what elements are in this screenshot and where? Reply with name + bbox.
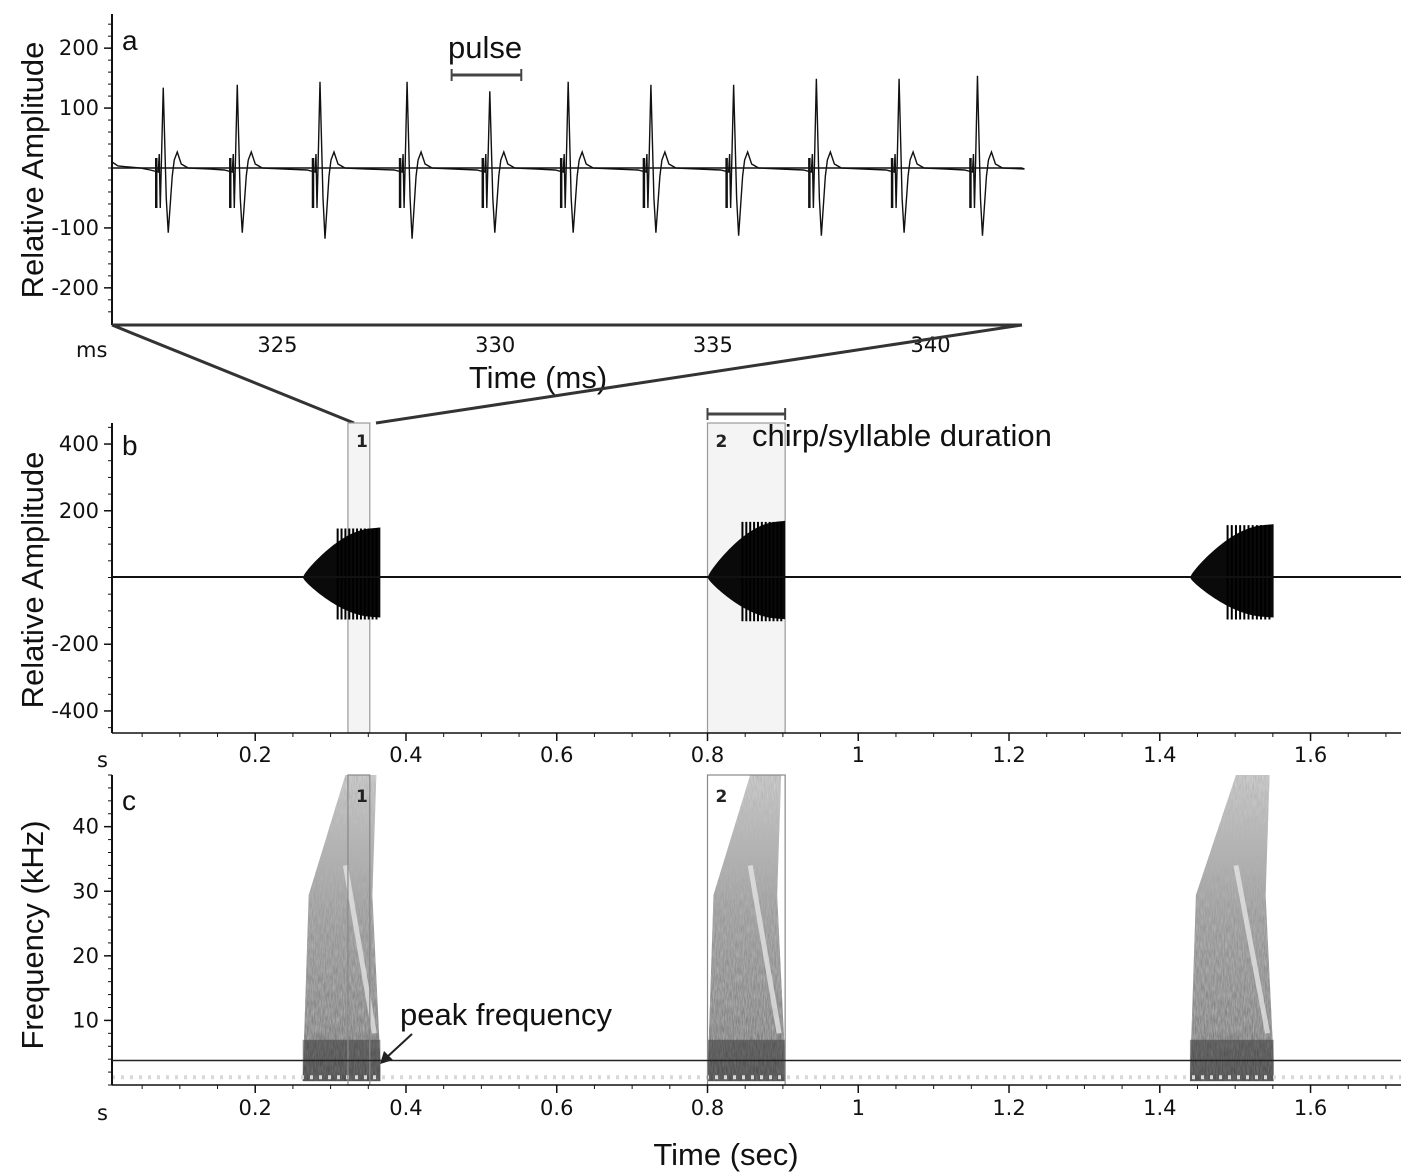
panel-b-letter: b (122, 430, 138, 461)
panel-a-x-unit: ms (76, 338, 107, 362)
peak-frequency-arrow (380, 1033, 413, 1064)
panel-a-waveform (111, 75, 1025, 239)
panel-a-x-tick-label: 330 (475, 333, 515, 357)
panel-c-x-axis-label: Time (sec) (653, 1137, 798, 1172)
panel-a-y-minor-ticks (108, 23, 112, 313)
panel-b-chirps (302, 520, 1274, 622)
spectrogram (112, 775, 1401, 1082)
panel-b-x-ticks: 0.2 0.4 0.6 0.8 1 1.2 1.4 1.6 (141, 733, 1387, 767)
panel-c-x-tick-label: 0.2 (239, 1096, 272, 1120)
panel-c-x-tick-label: 1.6 (1294, 1096, 1327, 1120)
panel-b-x-tick-label: 1.2 (992, 743, 1025, 767)
panel-c-y-tick-label: 30 (72, 879, 99, 903)
panel-c-y-tick-label: 10 (72, 1008, 99, 1032)
panel-b-x-tick-label: 0.2 (239, 743, 272, 767)
spectrogram-texture (707, 775, 786, 1082)
panel-c-x-unit: s (97, 1101, 108, 1125)
peak-frequency-annotation: peak frequency (400, 997, 612, 1032)
panel-b-x-tick-label: 0.4 (389, 743, 422, 767)
chirp-duration-bracket (706, 408, 787, 420)
panel-b-x-tick-label: 0.8 (691, 743, 724, 767)
panel-a-x-tick-label: 335 (693, 333, 733, 357)
panel-a-letter: a (122, 25, 138, 56)
panel-a-y-tick-label: 100 (59, 96, 99, 120)
panel-a: a 200 100 -100 -200 Relative Amplitude 325 3… (15, 14, 1025, 395)
pulse-bracket (450, 69, 523, 81)
panel-b-y-ticks: 400 200 -200 -400 (51, 432, 112, 723)
panel-c-x-tick-label: 0.8 (691, 1096, 724, 1120)
panel-c-x-tick-label: 1.4 (1143, 1096, 1176, 1120)
panel-b-x-tick-label: 1 (852, 743, 865, 767)
panel-a-x-tick-label: 325 (257, 333, 297, 357)
panel-c-y-axis-label: Frequency (kHz) (15, 820, 50, 1049)
panel-c-letter: c (122, 785, 136, 816)
panel-a-y-tick-label: -200 (51, 276, 99, 300)
panel-c-y-tick-label: 40 (72, 815, 99, 839)
panel-c-y-ticks: 40 30 20 10 (72, 815, 112, 1032)
panel-b-y-tick-label: 200 (59, 499, 99, 523)
panel-b-region-label: 1 (356, 432, 368, 452)
panel-b-x-tick-label: 1.4 (1143, 743, 1176, 767)
panel-a-x-ticks: 325 330 335 340 (257, 333, 950, 357)
panel-a-pulses (154, 158, 972, 208)
panel-c-region-label: 1 (356, 787, 368, 807)
panel-b-y-tick-label: -200 (51, 632, 99, 656)
panel-c-x-tick-label: 0.6 (540, 1096, 573, 1120)
spectrogram-texture (302, 775, 381, 1082)
panel-a-y-tick-label: -100 (51, 216, 99, 240)
panel-b-x-tick-label: 1.6 (1294, 743, 1327, 767)
panel-a-y-axis-label: Relative Amplitude (15, 42, 50, 299)
panel-a-y-ticks: 200 100 -100 -200 (51, 36, 112, 300)
panel-b-y-tick-label: 400 (59, 432, 99, 456)
panel-b-y-tick-label: -400 (51, 699, 99, 723)
pulse-annotation: pulse (448, 30, 522, 65)
spectrogram-texture (1189, 775, 1274, 1082)
panel-c-x-tick-label: 1.2 (992, 1096, 1025, 1120)
zoom-connector (111, 323, 1023, 425)
spectrogram-streak (1233, 864, 1271, 1034)
panel-b-x-unit: s (97, 748, 108, 772)
panel-c-x-ticks: 0.2 0.4 0.6 0.8 1 1.2 1.4 1.6 (141, 1085, 1387, 1120)
panel-a-x-axis-label: Time (ms) (469, 360, 607, 395)
panel-b-y-minor-ticks (108, 426, 112, 729)
panel-b-region-label: 2 (716, 432, 728, 452)
panel-c-y-minor-ticks (108, 774, 112, 1086)
panel-c-region-label: 2 (716, 787, 728, 807)
panel-c-x-tick-label: 1 (852, 1096, 865, 1120)
panel-b: b 1 2 400 200 -200 -400 Relative Amplitude 0… (15, 408, 1401, 772)
panel-c-y-tick-label: 20 (72, 944, 99, 968)
spectrogram-streak (747, 864, 782, 1034)
panel-b-x-tick-label: 0.6 (540, 743, 573, 767)
panel-a-y-tick-label: 200 (59, 36, 99, 60)
panel-c-x-tick-label: 0.4 (389, 1096, 422, 1120)
panel-b-y-axis-label: Relative Amplitude (15, 452, 50, 709)
chirp-duration-annotation: chirp/syllable duration (752, 418, 1052, 453)
